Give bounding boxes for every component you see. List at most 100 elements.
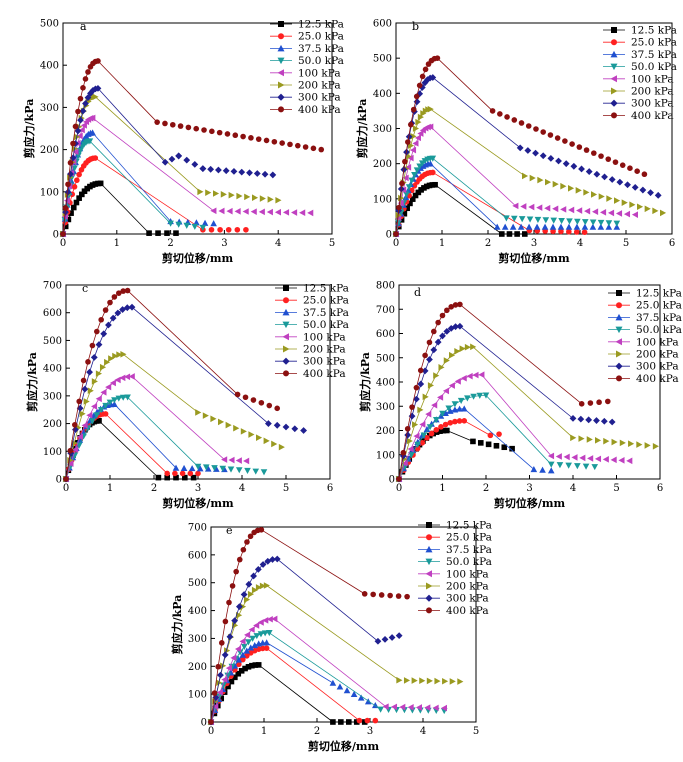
drop-line bbox=[97, 60, 158, 123]
data-point bbox=[120, 350, 127, 358]
series-400-kPa bbox=[393, 55, 648, 237]
y-tick-label: 100 bbox=[43, 447, 62, 458]
data-point bbox=[413, 98, 421, 106]
data-point bbox=[544, 204, 551, 212]
data-point bbox=[230, 168, 238, 175]
y-tick-label: 0 bbox=[201, 718, 207, 729]
data-point bbox=[329, 679, 337, 686]
data-point bbox=[239, 651, 247, 658]
drop-line bbox=[114, 403, 177, 469]
data-point bbox=[618, 457, 625, 464]
data-point bbox=[238, 168, 246, 176]
data-point bbox=[271, 138, 278, 145]
legend-entry: 25.0 kPa bbox=[631, 37, 677, 49]
data-point bbox=[579, 454, 586, 462]
legend-entry: 50.0 kPa bbox=[636, 324, 682, 336]
data-point bbox=[610, 63, 618, 71]
data-point bbox=[271, 615, 278, 623]
data-point bbox=[413, 384, 420, 391]
data-point bbox=[399, 180, 405, 187]
legend-entry: 300 kPa bbox=[446, 593, 489, 605]
data-point bbox=[243, 596, 251, 603]
data-point bbox=[175, 152, 183, 160]
data-point bbox=[225, 421, 232, 429]
data-point bbox=[555, 157, 562, 165]
legend-entry: 300 kPa bbox=[303, 356, 346, 368]
data-point bbox=[426, 339, 433, 346]
data-point bbox=[614, 197, 621, 204]
data-point bbox=[405, 139, 411, 145]
data-point bbox=[566, 228, 572, 235]
drop-line bbox=[261, 529, 365, 595]
data-point bbox=[259, 561, 267, 568]
data-point bbox=[233, 424, 240, 432]
data-point bbox=[343, 687, 351, 694]
data-point bbox=[600, 417, 608, 425]
legend-entry: 400 kPa bbox=[631, 110, 674, 122]
data-point bbox=[84, 94, 92, 102]
data-point bbox=[558, 218, 565, 225]
y-tick-label: 300 bbox=[376, 402, 395, 413]
data-point bbox=[565, 223, 573, 230]
data-point bbox=[615, 326, 623, 334]
data-point bbox=[405, 164, 412, 171]
data-point bbox=[422, 66, 429, 73]
legend-entry: 50.0 kPa bbox=[303, 319, 349, 331]
data-point bbox=[247, 533, 254, 540]
data-point bbox=[419, 677, 426, 685]
data-point bbox=[439, 332, 446, 340]
x-tick-label: 1 bbox=[114, 238, 120, 249]
y-tick-label: 300 bbox=[40, 103, 59, 114]
y-tick-label: 600 bbox=[43, 308, 62, 319]
y-axis-label: 剪应力/kPa bbox=[355, 99, 369, 159]
data-point bbox=[610, 456, 617, 464]
data-point bbox=[250, 208, 257, 215]
data-point bbox=[263, 582, 270, 589]
data-point bbox=[224, 131, 231, 137]
data-point bbox=[205, 189, 212, 196]
data-point bbox=[185, 124, 192, 131]
data-point bbox=[615, 362, 623, 370]
series-12-5-kPa bbox=[208, 662, 368, 725]
data-point bbox=[434, 55, 441, 61]
data-point bbox=[116, 290, 122, 296]
data-point bbox=[67, 447, 74, 454]
data-point bbox=[522, 172, 529, 180]
data-point bbox=[116, 351, 123, 358]
data-point bbox=[106, 399, 114, 406]
data-point bbox=[266, 630, 273, 637]
data-point bbox=[89, 418, 96, 425]
data-point bbox=[208, 226, 215, 233]
data-point bbox=[415, 704, 423, 711]
data-point bbox=[616, 178, 624, 186]
data-point bbox=[251, 641, 259, 649]
data-point bbox=[346, 719, 352, 725]
data-point bbox=[585, 416, 593, 424]
data-point bbox=[263, 639, 270, 646]
data-point bbox=[278, 81, 285, 89]
data-point bbox=[487, 432, 494, 439]
panel-label: b bbox=[412, 20, 419, 33]
data-point bbox=[426, 424, 434, 431]
data-point bbox=[578, 165, 585, 173]
drop-line bbox=[430, 126, 516, 207]
legend-entry: 37.5 kPa bbox=[303, 307, 349, 319]
data-point bbox=[204, 465, 212, 472]
data-point bbox=[489, 108, 496, 114]
data-point bbox=[211, 690, 218, 696]
data-point bbox=[443, 357, 450, 364]
data-point bbox=[447, 419, 454, 426]
legend-entry: 25.0 kPa bbox=[636, 300, 682, 312]
data-point bbox=[168, 155, 176, 163]
data-point bbox=[256, 434, 263, 441]
data-point bbox=[277, 57, 285, 65]
data-point bbox=[164, 230, 170, 236]
series-300-kPa bbox=[207, 555, 403, 726]
drop-line bbox=[92, 132, 171, 222]
data-point bbox=[555, 453, 562, 460]
x-tick-label: 6 bbox=[327, 483, 333, 494]
data-point bbox=[589, 223, 597, 230]
data-point bbox=[439, 312, 446, 319]
